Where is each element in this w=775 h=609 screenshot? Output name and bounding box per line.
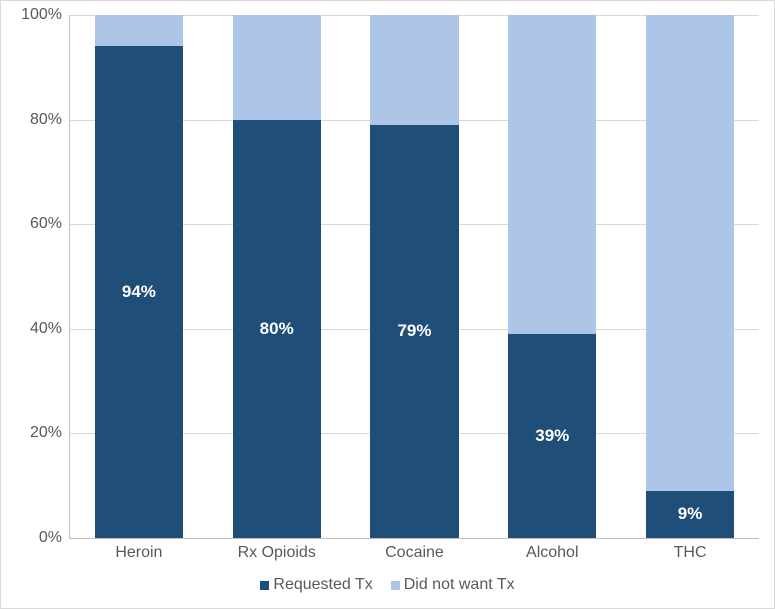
bar-segment-not-want bbox=[370, 15, 458, 125]
y-tick-label: 60% bbox=[30, 215, 70, 233]
bar-segment-not-want bbox=[95, 15, 183, 46]
bar-segment-not-want bbox=[233, 15, 321, 120]
bar-stack: 9% bbox=[646, 15, 734, 538]
legend-item: Did not want Tx bbox=[391, 576, 515, 594]
x-tick-label: THC bbox=[620, 538, 760, 562]
y-tick-label: 0% bbox=[39, 529, 70, 547]
bar-group: 39%Alcohol bbox=[483, 15, 621, 538]
bar-data-label: 79% bbox=[370, 321, 458, 341]
bar-group: 80%Rx Opioids bbox=[208, 15, 346, 538]
bar-segment-requested: 79% bbox=[370, 125, 458, 538]
bar-segment-not-want bbox=[508, 15, 596, 334]
y-tick-label: 20% bbox=[30, 424, 70, 442]
bars-row: 94%Heroin80%Rx Opioids79%Cocaine39%Alcoh… bbox=[70, 15, 759, 538]
plot-area: 0%20%40%60%80%100%94%Heroin80%Rx Opioids… bbox=[69, 15, 759, 539]
bar-group: 9%THC bbox=[621, 15, 759, 538]
y-tick-label: 40% bbox=[30, 320, 70, 338]
bar-segment-requested: 9% bbox=[646, 491, 734, 538]
legend-swatch bbox=[391, 581, 400, 590]
x-tick-label: Heroin bbox=[69, 538, 209, 562]
y-tick-label: 80% bbox=[30, 111, 70, 129]
bar-segment-requested: 94% bbox=[95, 46, 183, 538]
legend-swatch bbox=[260, 581, 269, 590]
legend-label: Did not want Tx bbox=[404, 576, 515, 594]
bar-segment-not-want bbox=[646, 15, 734, 491]
legend-item: Requested Tx bbox=[260, 576, 372, 594]
x-tick-label: Cocaine bbox=[344, 538, 484, 562]
bar-group: 79%Cocaine bbox=[346, 15, 484, 538]
bar-stack: 94% bbox=[95, 15, 183, 538]
y-tick-label: 100% bbox=[21, 6, 70, 24]
bar-stack: 79% bbox=[370, 15, 458, 538]
legend-label: Requested Tx bbox=[273, 576, 372, 594]
bar-segment-requested: 80% bbox=[233, 120, 321, 538]
x-tick-label: Rx Opioids bbox=[207, 538, 347, 562]
bar-stack: 80% bbox=[233, 15, 321, 538]
bar-data-label: 39% bbox=[508, 426, 596, 446]
bar-data-label: 94% bbox=[95, 282, 183, 302]
chart-container: 0%20%40%60%80%100%94%Heroin80%Rx Opioids… bbox=[0, 0, 775, 609]
x-tick-label: Alcohol bbox=[482, 538, 622, 562]
bar-segment-requested: 39% bbox=[508, 334, 596, 538]
bar-group: 94%Heroin bbox=[70, 15, 208, 538]
legend: Requested Tx Did not want Tx bbox=[1, 576, 774, 594]
bar-data-label: 9% bbox=[646, 504, 734, 524]
bar-data-label: 80% bbox=[233, 319, 321, 339]
bar-stack: 39% bbox=[508, 15, 596, 538]
